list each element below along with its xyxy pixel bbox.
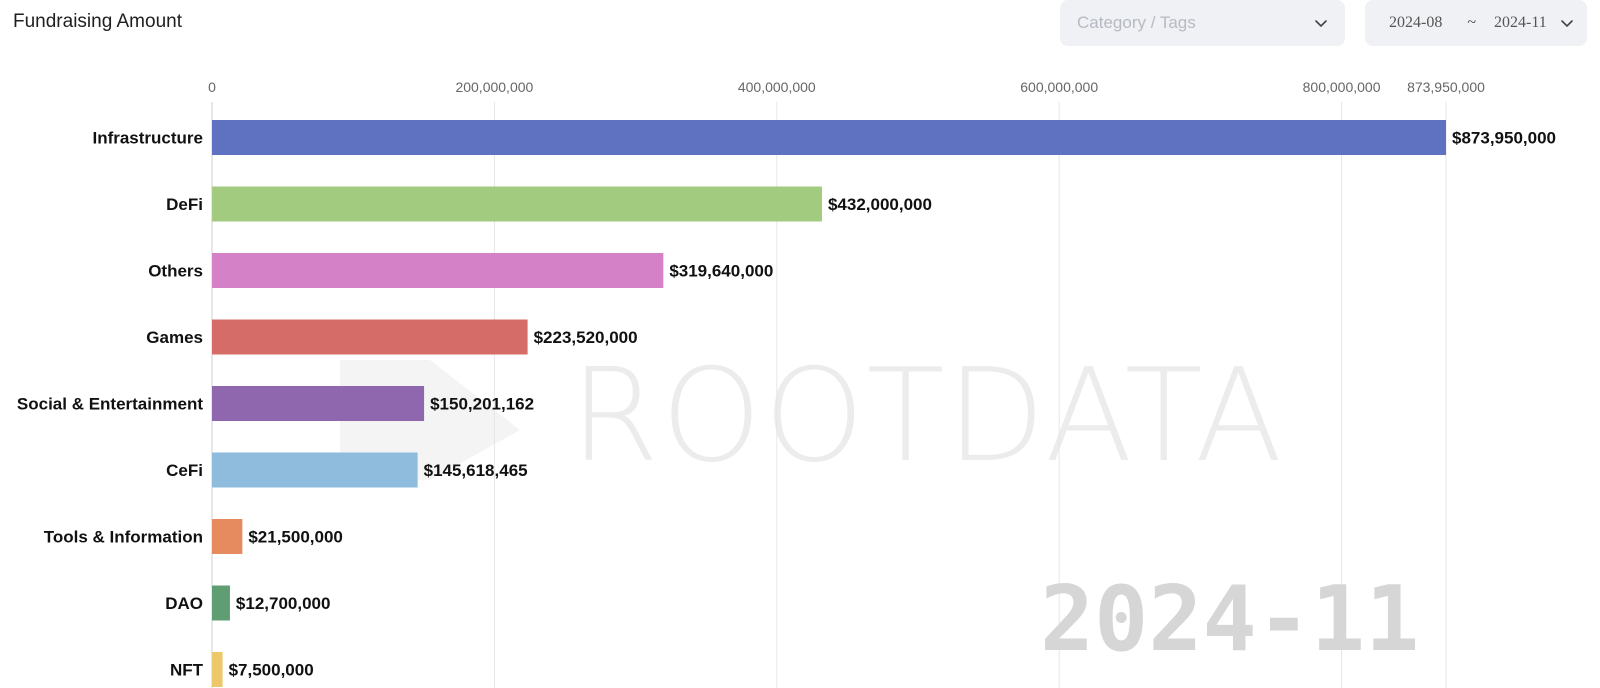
date-separator: ~ (1467, 14, 1476, 31)
category-label: CeFi (166, 461, 203, 480)
x-tick-label: 0 (208, 79, 216, 95)
value-label: $7,500,000 (229, 661, 314, 680)
date-range-picker[interactable]: 2024-08 ~ 2024-11 (1365, 0, 1587, 46)
category-label: Games (146, 328, 203, 347)
chevron-down-icon (1561, 20, 1573, 27)
category-label: NFT (170, 661, 204, 680)
category-label: DeFi (166, 195, 203, 214)
chart-title: Fundraising Amount (13, 11, 182, 32)
category-label: Tools & Information (44, 528, 203, 547)
chevron-down-icon (1315, 20, 1327, 27)
category-tags-placeholder: Category / Tags (1077, 13, 1196, 32)
x-tick-label: 200,000,000 (455, 79, 533, 95)
bar (212, 120, 1446, 155)
date-to[interactable]: 2024-11 (1493, 14, 1547, 31)
category-label: Others (148, 262, 203, 281)
bar (212, 652, 223, 687)
bar (212, 386, 425, 421)
category-label: Infrastructure (92, 129, 203, 148)
value-label: $150,201,162 (430, 395, 534, 414)
value-label: $319,640,000 (669, 262, 773, 281)
x-tick-label: 400,000,000 (738, 79, 816, 95)
bar (212, 319, 528, 355)
bar (212, 519, 243, 554)
value-label: $223,520,000 (534, 328, 638, 347)
x-tick-label: 873,950,000 (1407, 79, 1485, 95)
value-label: $12,700,000 (236, 594, 331, 613)
bar (212, 253, 664, 288)
x-tick-label: 800,000,000 (1303, 79, 1381, 95)
value-label: $21,500,000 (248, 528, 343, 547)
bar (212, 186, 822, 222)
bar (212, 452, 418, 488)
category-tags-select[interactable]: Category / Tags (1060, 0, 1345, 46)
category-label: Social & Entertainment (17, 395, 203, 414)
category-label: DAO (165, 594, 203, 613)
date-from[interactable]: 2024-08 (1389, 14, 1443, 31)
value-label: $145,618,465 (424, 461, 528, 480)
bar (212, 585, 230, 621)
value-label: $432,000,000 (828, 195, 932, 214)
value-label: $873,950,000 (1452, 129, 1556, 148)
x-tick-label: 600,000,000 (1020, 79, 1098, 95)
